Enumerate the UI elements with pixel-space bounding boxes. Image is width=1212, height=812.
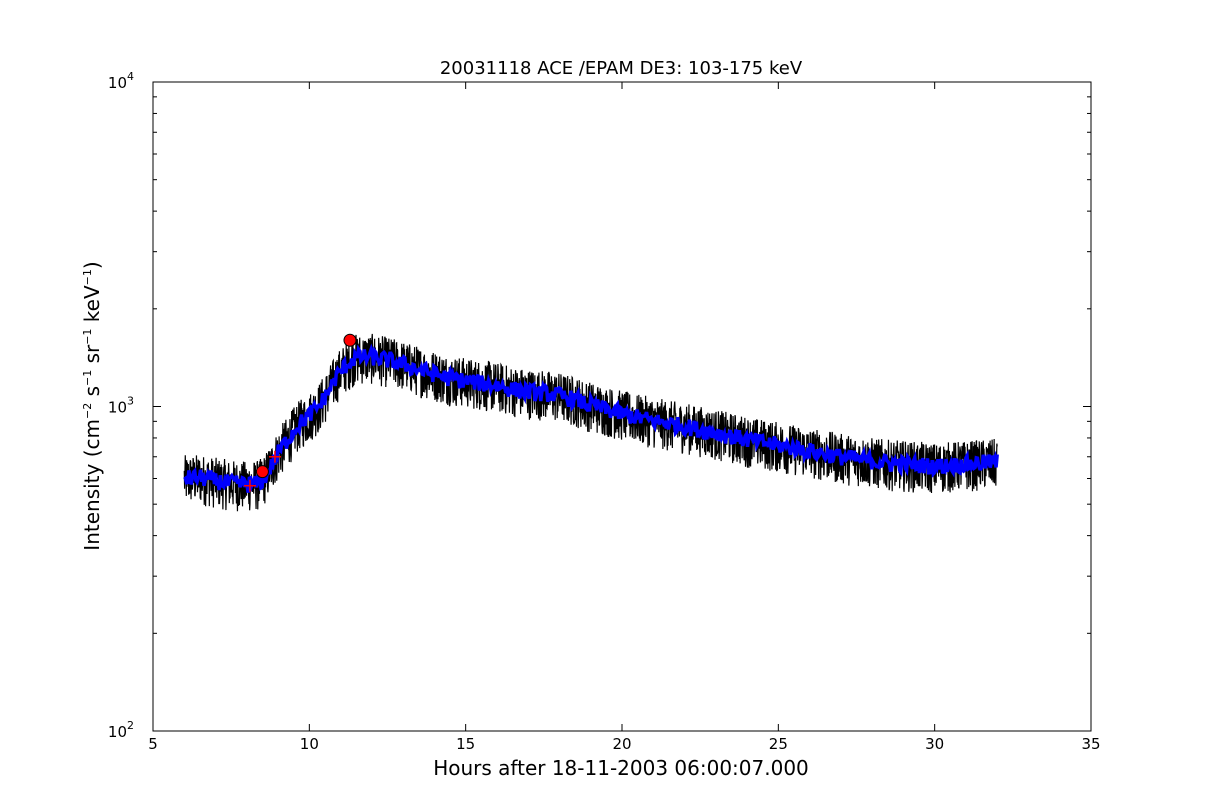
y-label-exp1: −2 [81, 403, 94, 419]
y-axis-label-group: Intensity (cm−2 s−1 sr−1 keV−1) [80, 261, 104, 550]
y-label-prefix: Intensity (cm [80, 419, 104, 551]
y-tick-base: 10 [108, 399, 127, 417]
y-label-mid2: sr [80, 344, 104, 370]
y-tick-exponent: 4 [127, 70, 134, 83]
chart-title: 20031118 ACE /EPAM DE3: 103-175 keV [440, 58, 803, 79]
marker-plus-3 [268, 450, 281, 463]
y-axis-label: Intensity (cm−2 s−1 sr−1 keV−1) [80, 261, 104, 550]
y-label-mid3: keV [80, 285, 104, 329]
markers-layer [243, 333, 357, 492]
y-label-exp4: −1 [81, 269, 94, 285]
x-tick-label: 30 [925, 735, 944, 753]
smoothed-series-line [183, 343, 999, 493]
y-tick-label: 102 [108, 719, 134, 741]
marker-plus-2 [243, 479, 256, 492]
x-tick-label: 20 [612, 735, 631, 753]
y-tick-exponent: 3 [127, 395, 134, 408]
marker-circle-1 [255, 465, 269, 479]
y-label-suffix: ) [80, 261, 104, 269]
y-tick-label: 104 [108, 70, 134, 92]
x-tick-label: 10 [300, 735, 319, 753]
x-axis-label: Hours after 18-11-2003 06:00:07.000 [433, 756, 809, 780]
y-tick-exponent: 2 [127, 719, 134, 732]
x-tick-label: 25 [769, 735, 788, 753]
marker-circle-0 [343, 333, 357, 347]
y-tick-base: 10 [108, 74, 127, 92]
x-tick-label: 15 [456, 735, 475, 753]
plot-area [183, 333, 999, 512]
y-label-exp2: −1 [81, 370, 94, 386]
y-tick-base: 10 [108, 723, 127, 741]
x-tick-label: 35 [1081, 735, 1100, 753]
x-axis-ticks: 5 10 15 20 25 30 35 [148, 82, 1101, 753]
y-label-mid1: s [80, 386, 104, 403]
x-tick-label: 5 [148, 735, 158, 753]
smoothed-series-layer [183, 343, 999, 493]
y-tick-label: 103 [108, 395, 134, 417]
y-label-exp3: −1 [81, 329, 94, 345]
